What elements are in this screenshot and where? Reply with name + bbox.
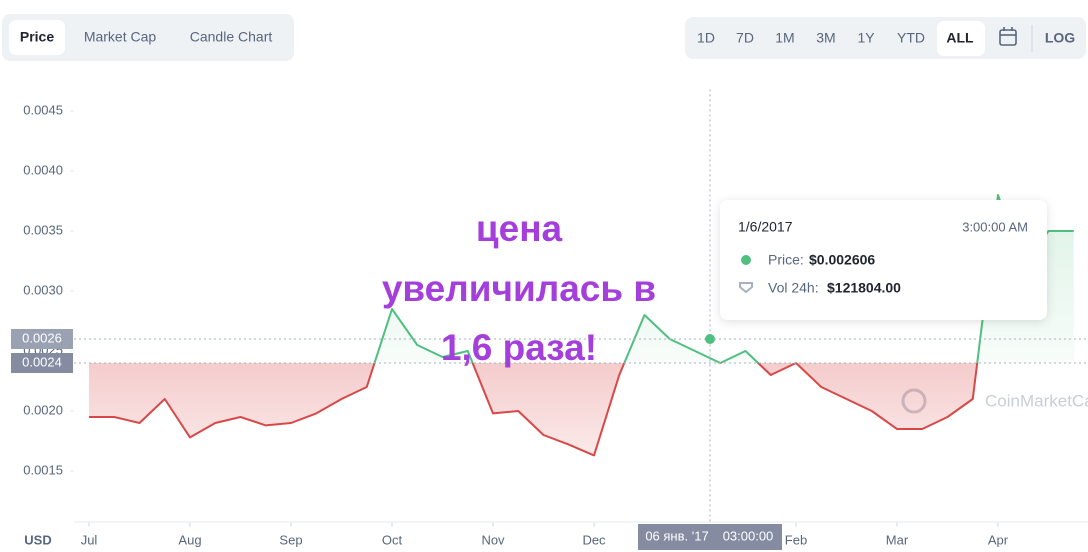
y-tick-label: 0.0035 bbox=[23, 222, 63, 237]
tooltip-volume-label: Vol 24h: bbox=[768, 280, 819, 296]
tooltip-box bbox=[720, 200, 1047, 320]
tooltip-date: 1/6/2017 bbox=[738, 219, 793, 235]
crosshair-time: 03:00:00 bbox=[723, 528, 774, 543]
log-toggle[interactable]: LOG bbox=[1045, 30, 1075, 46]
x-tick-label: Apr bbox=[988, 532, 1009, 547]
tooltip-volume: $121804.00 bbox=[827, 280, 901, 296]
plot: 0.00150.00200.00250.00300.00350.00400.00… bbox=[11, 89, 1088, 547]
y-tick-label: 0.0030 bbox=[23, 282, 63, 297]
tooltip-time: 3:00:00 AM bbox=[962, 219, 1028, 234]
annotation-line: цена bbox=[476, 208, 563, 249]
x-tick-label: Nov bbox=[481, 532, 505, 547]
tooltip: 1/6/2017 3:00:00 AM Price: $0.002606 Vol… bbox=[720, 200, 1047, 320]
annotation-line: 1,6 раза! bbox=[441, 327, 597, 368]
watermark: CoinMarketCap bbox=[985, 391, 1088, 410]
tabs: Price Market Cap Candle Chart 1D 7D 1M 3… bbox=[2, 14, 1086, 61]
tab-active-bg bbox=[9, 20, 65, 55]
y-tick-label: 0.0020 bbox=[23, 402, 63, 417]
x-tick-label: Feb bbox=[785, 532, 807, 547]
baseline-label: 0.0024 bbox=[22, 354, 62, 369]
y-tick-label: 0.0045 bbox=[23, 102, 63, 117]
annotation-line: увеличилась в bbox=[382, 268, 656, 309]
range[interactable]: ALL bbox=[946, 30, 974, 46]
range[interactable]: 7D bbox=[736, 30, 754, 46]
tab[interactable]: Market Cap bbox=[84, 29, 157, 45]
annotation: цена увеличилась в 1,6 раза! bbox=[382, 208, 656, 368]
range[interactable]: 3M bbox=[816, 30, 835, 46]
currency: USD bbox=[24, 532, 51, 547]
area bbox=[89, 195, 1074, 456]
y-tick-label: 0.0040 bbox=[23, 162, 63, 177]
x-tick-label: Aug bbox=[178, 532, 201, 547]
crosshair-date: 06 янв. '17 bbox=[645, 528, 708, 543]
tab-bar bbox=[2, 14, 294, 61]
range[interactable]: 1M bbox=[775, 30, 794, 46]
x-tick-label: Mar bbox=[886, 532, 909, 547]
range-active-bg bbox=[937, 21, 985, 56]
range[interactable]: 1Y bbox=[857, 30, 875, 46]
crosshair-y-badge bbox=[11, 329, 73, 349]
x-tick-label: Jul bbox=[81, 532, 98, 547]
y-tick-label: 0.0015 bbox=[23, 462, 63, 477]
crosshair-dot bbox=[705, 334, 715, 344]
tab[interactable]: Price bbox=[20, 29, 54, 45]
range[interactable]: 1D bbox=[697, 30, 715, 46]
crosshair-y-label: 0.0026 bbox=[22, 330, 62, 345]
x-tick-label: Sep bbox=[279, 532, 302, 547]
range-bar bbox=[685, 17, 1086, 59]
baseline-badge bbox=[11, 353, 73, 373]
x-tick-label: Dec bbox=[582, 532, 606, 547]
tooltip-volume-icon bbox=[739, 282, 753, 294]
tooltip-price-dot bbox=[741, 255, 751, 265]
tooltip-price: $0.002606 bbox=[809, 252, 875, 268]
calendar-icon[interactable] bbox=[999, 27, 1017, 46]
range[interactable]: YTD bbox=[897, 30, 925, 46]
x-tick-label: Oct bbox=[382, 532, 403, 547]
price-line bbox=[89, 194, 1074, 457]
crosshair-x-badge bbox=[638, 524, 782, 550]
tab[interactable]: Candle Chart bbox=[190, 29, 273, 45]
tooltip-price-label: Price: bbox=[768, 252, 804, 268]
